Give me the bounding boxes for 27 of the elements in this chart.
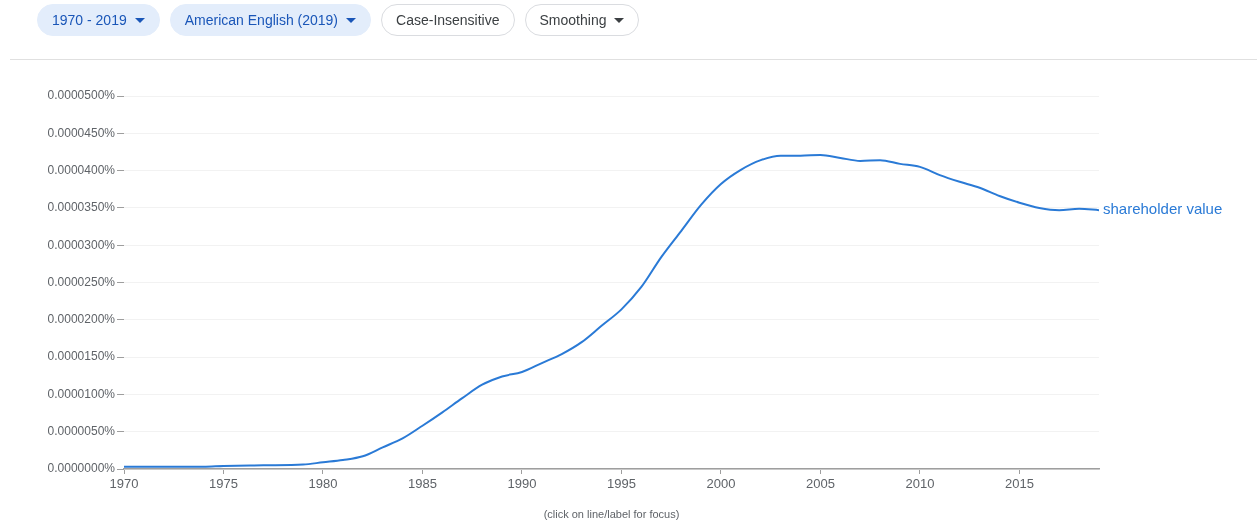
text: Case-Insensitive <box>396 12 500 28</box>
y-tick-label: 0.0000500% <box>47 88 116 103</box>
x-tick-label: 2005 <box>805 476 835 492</box>
y-tick-label: 0.0000150% <box>47 349 116 364</box>
y-tick-label: 0.0000200% <box>47 312 116 327</box>
x-tick-label: 1995 <box>606 476 636 492</box>
x-tick-label: 2010 <box>905 476 935 492</box>
y-tick-label: 0.0000300% <box>47 237 116 252</box>
y-tick-label: 0.0000050% <box>47 424 116 439</box>
series-label: shareholder value <box>1103 200 1223 218</box>
y-tick-label: 0.0000450% <box>47 125 116 140</box>
x-tick-label: 1975 <box>209 476 238 492</box>
text: American English (2019) <box>184 12 339 28</box>
text: Smoothing <box>539 12 607 28</box>
text: 1970 - 2019 <box>52 12 127 28</box>
text: (click on line/label for focus) <box>543 508 680 521</box>
x-tick-label: 1990 <box>507 476 537 492</box>
x-tick-label: 1980 <box>308 476 338 492</box>
y-tick-label: 0.0000250% <box>47 274 116 289</box>
y-tick-label: 0.0000400% <box>47 162 116 177</box>
x-tick-label: 1985 <box>408 476 437 492</box>
x-tick-label: 2000 <box>706 476 736 492</box>
x-tick-label: 2015 <box>1004 476 1034 492</box>
y-tick-label: 0.0000100% <box>47 386 116 401</box>
y-tick-label: 0.0000000% <box>47 461 116 476</box>
x-tick-label: 1970 <box>109 476 139 492</box>
y-tick-label: 0.0000350% <box>47 200 116 215</box>
